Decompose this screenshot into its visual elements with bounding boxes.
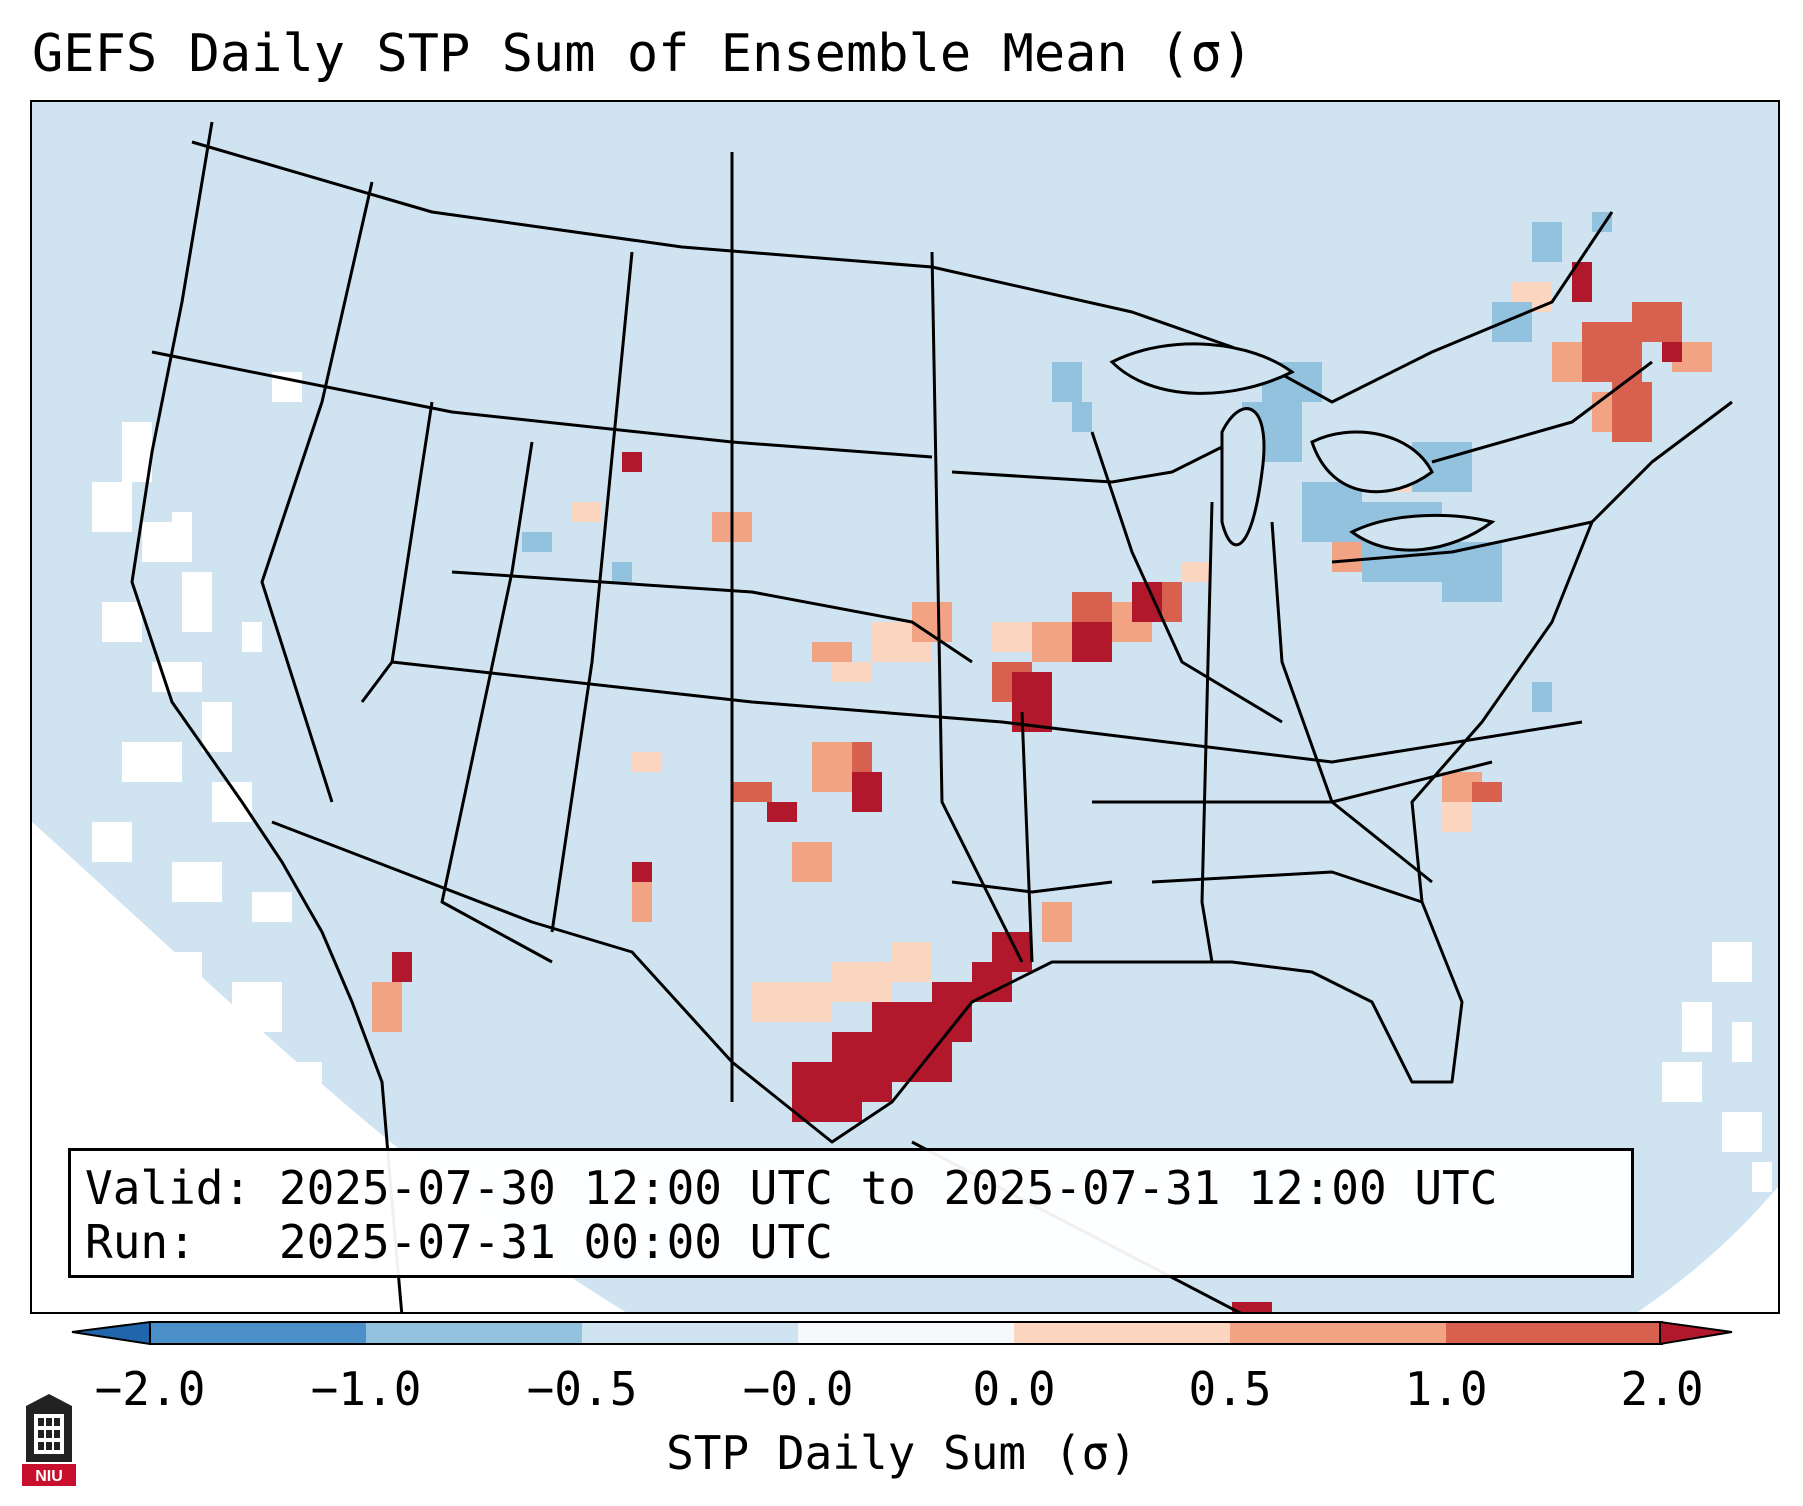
map-panel [30,100,1780,1314]
colorbar-tick: −0.0 [742,1362,854,1416]
map-title: GEFS Daily STP Sum of Ensemble Mean (σ) [32,24,1253,84]
valid-run-info-box: Valid: 2025-07-30 12:00 UTC to 2025-07-3… [68,1148,1634,1278]
colorbar-tick: 0.5 [1188,1362,1272,1416]
colorbar-segment [1014,1322,1230,1344]
colorbar-segment [366,1322,582,1344]
colorbar-segment [798,1322,1014,1344]
colorbar-tick: −2.0 [94,1362,206,1416]
valid-value: 2025-07-30 12:00 UTC to 2025-07-31 12:00… [278,1161,1498,1215]
colorbar [0,1314,1803,1374]
run-line: Run: 2025-07-31 00:00 UTC [85,1215,1631,1269]
colorbar-segments [149,1321,1663,1345]
colorbar-segment [1230,1322,1446,1344]
colorbar-tick: −0.5 [526,1362,638,1416]
colorbar-tick: 0.0 [972,1362,1056,1416]
logo-text: NIU [35,1468,63,1485]
colorbar-tick: 1.0 [1404,1362,1488,1416]
colorbar-segment [150,1322,366,1344]
pacific-white-cells [62,372,322,1202]
map-canvas [32,121,1778,1312]
stp-cells-darkred [392,262,1682,1312]
niu-logo-icon: NIU [22,1394,76,1486]
valid-label: Valid: [85,1161,252,1215]
boundary-lines [130,121,1733,1312]
run-label: Run: [85,1215,196,1269]
colorbar-segment [582,1322,798,1344]
colorbar-segment [1446,1322,1662,1344]
great-lakes [1109,342,1496,552]
valid-line: Valid: 2025-07-30 12:00 UTC to 2025-07-3… [85,1161,1631,1215]
colorbar-extend-low [71,1320,151,1346]
colorbar-tick: 2.0 [1620,1362,1704,1416]
colorbar-extend-high [1659,1320,1733,1346]
colorbar-svg [71,1320,1733,1346]
colorbar-label: STP Daily Sum (σ) [666,1426,1137,1480]
colorbar-tick: −1.0 [310,1362,422,1416]
atlantic-white-cells [1662,942,1772,1192]
off-domain-white-right [1637,1186,1778,1312]
stp-cells-red [732,302,1682,802]
run-value: 2025-07-31 00:00 UTC [278,1215,833,1269]
